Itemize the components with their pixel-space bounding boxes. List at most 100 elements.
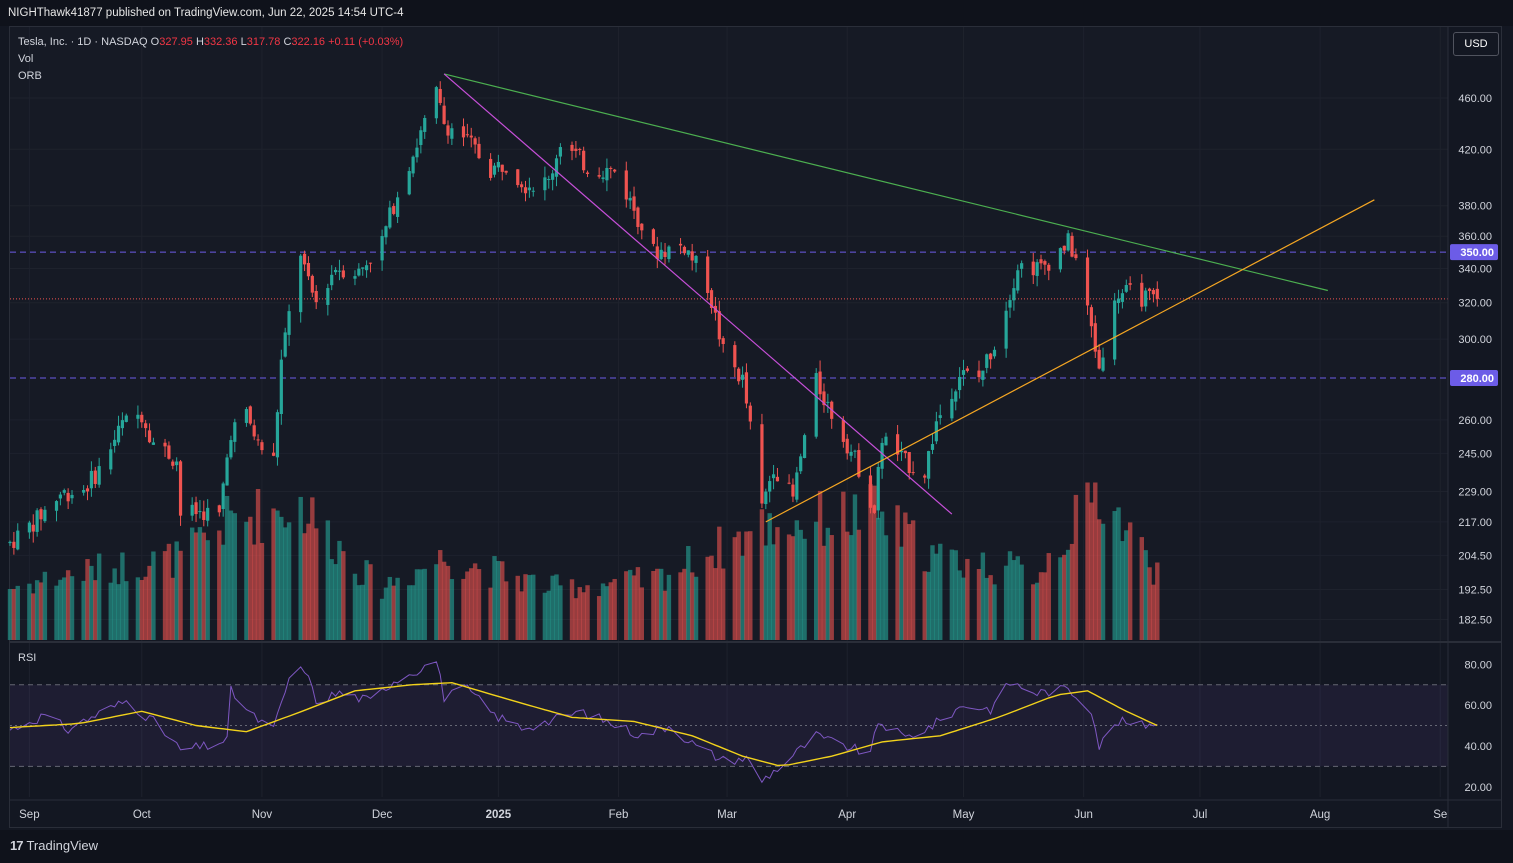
price-tick-label: 460.00: [1458, 93, 1492, 105]
candle-body: [961, 370, 966, 375]
candle-body: [582, 150, 586, 171]
candle-body: [795, 472, 799, 500]
volume-bar: [11, 589, 17, 640]
candle-body: [337, 270, 342, 272]
volume-bar: [1093, 482, 1098, 640]
volume-bar: [771, 544, 776, 640]
candle-body: [578, 149, 582, 151]
volume-bar: [434, 564, 439, 640]
candle-body: [244, 409, 249, 423]
volume-bar: [852, 494, 858, 640]
tradingview-logo[interactable]: 17 TradingView: [10, 838, 98, 853]
volume-bar: [282, 527, 288, 640]
candle-body: [706, 256, 710, 293]
volume-bar: [577, 587, 582, 640]
candle-body: [1144, 290, 1148, 307]
candle-body: [330, 274, 334, 286]
candle-body: [857, 450, 861, 477]
candle-body: [597, 175, 601, 177]
candle-body: [1066, 233, 1070, 251]
candle-body: [1008, 300, 1012, 308]
volume-bar: [705, 556, 710, 640]
volume-bar: [678, 572, 683, 640]
price-tick-label: 340.00: [1458, 263, 1492, 275]
candle-body: [911, 472, 915, 474]
candle-body: [1124, 285, 1128, 292]
candle-body: [89, 470, 93, 489]
volume-bar: [496, 560, 501, 640]
volume-bar: [27, 583, 32, 640]
candle-body: [899, 450, 904, 453]
candle-body: [27, 522, 31, 533]
candle-body: [1151, 290, 1156, 295]
candle-body: [496, 161, 500, 168]
volume-bar: [383, 587, 389, 640]
candle-body: [136, 414, 140, 419]
volume-bar: [856, 529, 862, 640]
volume-bar: [883, 535, 889, 640]
candle-body: [202, 511, 206, 520]
volume-bar: [89, 565, 94, 640]
volume-bar: [790, 536, 796, 640]
volume-bar: [306, 523, 311, 640]
candle-body: [388, 207, 392, 228]
volume-bar: [220, 544, 226, 640]
candle-body: [70, 494, 74, 499]
trendlines[interactable]: [443, 73, 1375, 523]
volume-bar: [693, 576, 699, 640]
volume-bar: [926, 571, 931, 640]
volume-bar: [612, 578, 617, 640]
candle-body: [392, 206, 396, 214]
volume-bar: [15, 585, 20, 640]
candle-body: [628, 197, 632, 201]
volume-bar: [224, 495, 230, 640]
candle-body: [446, 125, 450, 136]
rsi-pane: RSI: [9, 652, 1448, 784]
volume-bar: [658, 568, 664, 640]
volume-bar: [848, 535, 854, 640]
orb-indicator-label[interactable]: ORB: [18, 70, 42, 82]
candle-body: [872, 505, 876, 513]
volume-bar: [523, 574, 528, 640]
candle-body: [217, 505, 221, 513]
candle-body: [605, 167, 609, 181]
volume-bar: [876, 517, 881, 640]
volume-bar: [1120, 541, 1125, 640]
candle-body: [574, 148, 578, 151]
volume-bar: [135, 577, 141, 640]
volume-bar: [527, 575, 532, 640]
volume-bar: [387, 576, 393, 640]
candle-body: [16, 530, 20, 550]
candle-body: [167, 445, 171, 459]
candle-body: [1128, 283, 1132, 285]
volume-bar: [1019, 564, 1024, 640]
volume-bar: [748, 531, 753, 640]
candle-body: [151, 442, 156, 445]
currency-button[interactable]: USD: [1453, 32, 1499, 56]
month-tick-label: Se: [1433, 809, 1447, 821]
volume-bar: [69, 576, 75, 640]
volume-bar: [930, 545, 935, 640]
candle-body: [364, 265, 369, 271]
volume-bar: [85, 559, 90, 640]
volume-bar: [600, 583, 606, 640]
candle-body: [252, 425, 256, 437]
symbol-label[interactable]: Tesla, Inc. · 1D · NASDAQ: [18, 36, 148, 48]
volume-bar: [922, 571, 927, 640]
volume-bar: [1038, 572, 1044, 640]
candle-body: [221, 483, 225, 509]
candle-body: [66, 492, 70, 502]
tradingview-brand: TradingView: [26, 838, 99, 853]
volume-bar: [720, 568, 726, 640]
axes: 460.00 420.00 380.00 360.00 340.00 320.00 300.…: [10, 27, 1502, 828]
candle-body: [985, 354, 989, 368]
vol-indicator-label[interactable]: Vol: [18, 53, 34, 65]
volume-bar: [759, 509, 765, 640]
horizontal-levels: 350.00 280.00: [10, 244, 1498, 387]
volume-bar: [1143, 550, 1148, 640]
candle-body: [396, 197, 400, 217]
candle-body: [302, 253, 307, 265]
candle-body: [368, 262, 373, 264]
volume-bar: [112, 568, 117, 640]
